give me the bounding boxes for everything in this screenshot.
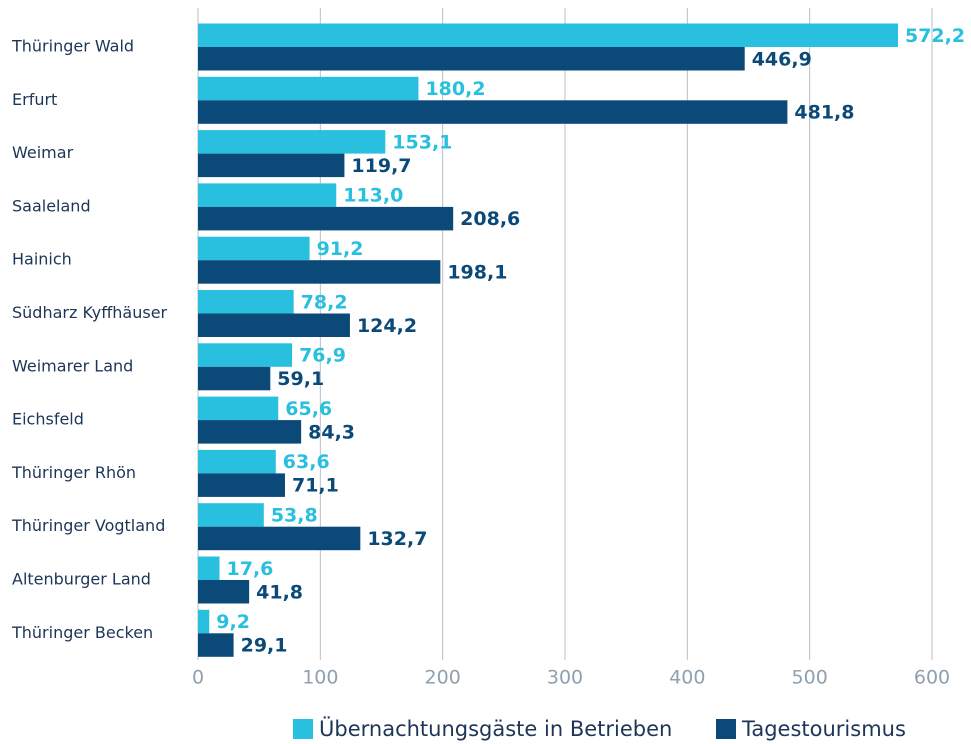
value-label: 63,6 — [283, 451, 330, 473]
bar — [198, 449, 276, 474]
category-label: Erfurt — [12, 90, 57, 109]
x-tick-label: 400 — [669, 667, 705, 689]
value-label: 9,2 — [216, 611, 250, 633]
category-label: Hainich — [12, 250, 72, 269]
bar — [198, 609, 210, 634]
legend-swatch — [293, 719, 313, 739]
bar — [198, 633, 234, 657]
x-tick-label: 300 — [547, 667, 583, 689]
category-label: Südharz Kyffhäuser — [12, 303, 168, 322]
value-label: 53,8 — [271, 504, 318, 526]
legend-label: Tagestourismus — [741, 717, 906, 741]
category-label: Thüringer Rhön — [11, 463, 136, 482]
bar — [198, 580, 250, 604]
bar — [198, 420, 302, 444]
bar — [198, 236, 310, 261]
value-label: 180,2 — [425, 78, 485, 100]
category-label: Thüringer Vogtland — [11, 516, 165, 535]
value-label: 153,1 — [392, 131, 452, 153]
value-label: 59,1 — [277, 368, 324, 390]
value-label: 76,9 — [299, 345, 346, 367]
value-label: 572,2 — [905, 25, 965, 47]
value-label: 124,2 — [357, 315, 417, 337]
bar — [198, 100, 788, 124]
bar — [198, 343, 293, 367]
legend-swatch — [716, 719, 736, 739]
bar — [198, 396, 279, 421]
category-label: Altenburger Land — [12, 570, 151, 589]
category-label: Thüringer Wald — [11, 37, 134, 56]
value-label: 198,1 — [447, 261, 507, 283]
x-tick-label: 100 — [302, 667, 338, 689]
bar — [198, 130, 386, 154]
value-label: 446,9 — [752, 48, 812, 70]
bar — [198, 366, 271, 391]
value-label: 113,0 — [343, 185, 403, 207]
bar — [198, 47, 745, 71]
value-label: 17,6 — [227, 558, 274, 580]
value-label: 84,3 — [308, 421, 355, 443]
bar — [198, 23, 898, 47]
bar — [198, 503, 264, 527]
bar — [198, 473, 285, 497]
bar — [198, 183, 337, 207]
value-label: 71,1 — [292, 475, 339, 497]
bar — [198, 76, 419, 101]
value-label: 132,7 — [367, 528, 427, 550]
bar — [198, 260, 441, 284]
x-tick-label: 0 — [192, 667, 204, 689]
category-label: Saaleland — [12, 196, 91, 215]
bar — [198, 153, 345, 178]
category-label: Thüringer Becken — [11, 623, 153, 642]
category-label: Weimar — [12, 143, 74, 162]
value-label: 65,6 — [285, 398, 332, 420]
value-label: 41,8 — [256, 581, 303, 603]
value-label: 119,7 — [351, 155, 411, 177]
value-label: 481,8 — [794, 102, 854, 124]
value-label: 29,1 — [241, 635, 288, 657]
bar — [198, 313, 350, 337]
value-label: 91,2 — [317, 238, 364, 260]
x-tick-label: 500 — [792, 667, 828, 689]
value-label: 78,2 — [301, 291, 348, 313]
category-label: Weimarer Land — [12, 356, 133, 375]
category-label: Eichsfeld — [12, 410, 84, 429]
value-label: 208,6 — [460, 208, 520, 230]
bar — [198, 556, 220, 580]
bar — [198, 526, 361, 551]
bar — [198, 206, 454, 231]
x-tick-label: 600 — [914, 667, 950, 689]
bar — [198, 290, 294, 314]
legend-label: Übernachtungsgäste in Betrieben — [319, 716, 672, 741]
x-tick-label: 200 — [425, 667, 461, 689]
